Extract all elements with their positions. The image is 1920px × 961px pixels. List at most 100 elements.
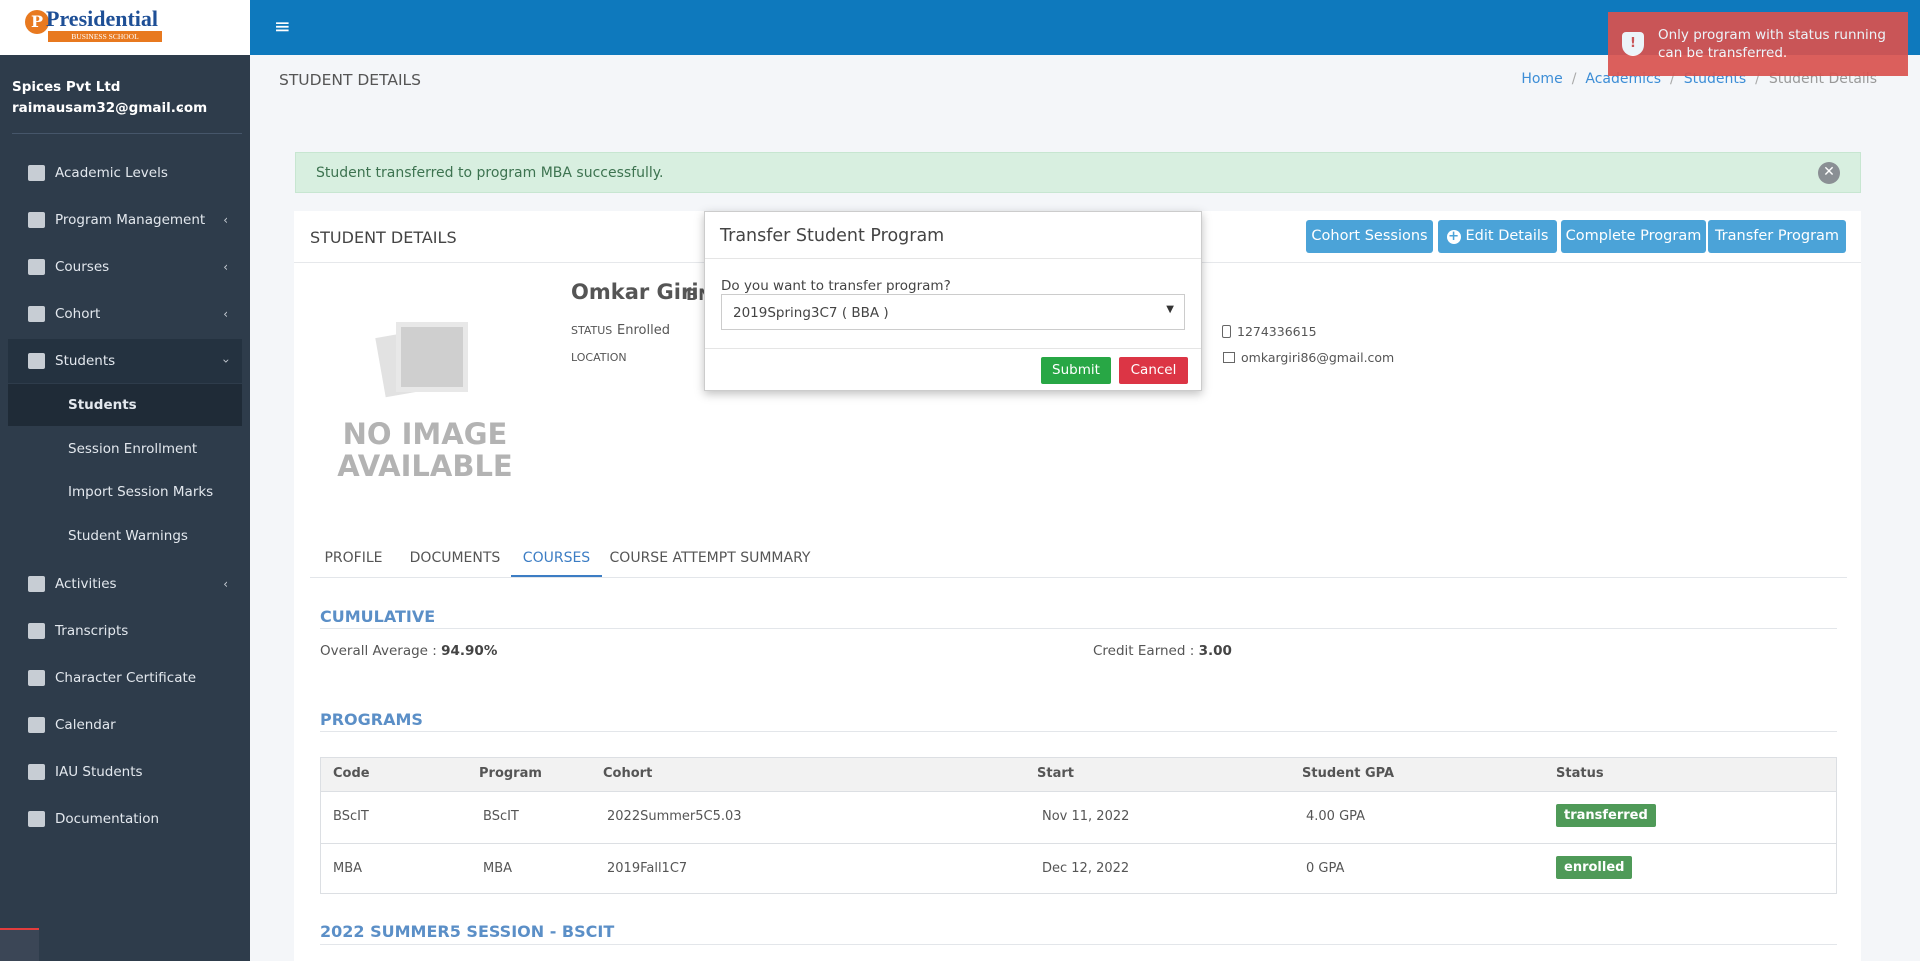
location-label: LOCATION [571,351,627,364]
menu-icon [28,670,45,686]
submenu-item[interactable]: Import Session Marks [8,471,242,513]
phone: 1274336615 [1237,324,1317,339]
success-alert: Student transferred to program MBA succe… [295,152,1861,193]
alert-close[interactable]: ✕ [1818,162,1840,184]
toast[interactable]: ! Only program with status running can b… [1608,12,1908,76]
section-title: PROGRAMS [320,710,423,729]
logo[interactable]: P Presidential BUSINESS SCHOOL [0,0,250,55]
org-name: Spices Pvt Ltd [12,79,121,95]
modal-title: Transfer Student Program [720,226,945,246]
user-dropdown-caret[interactable]: ⌄ [174,99,186,115]
section-line [320,944,1837,945]
submenu-label: Student Warnings [68,527,188,544]
alert-message: Student transferred to program MBA succe… [316,165,664,181]
value: 94.90% [441,643,498,659]
menu-arrow: ‹ [223,213,228,227]
table-cell: MBA [333,861,363,876]
tab[interactable]: PROFILE [324,550,383,566]
table-header [321,758,1836,792]
tab[interactable]: DOCUMENTS [409,550,501,566]
submenu-label: Session Enrollment [68,440,198,457]
submenu-item[interactable]: Session Enrollment [8,428,242,470]
cancel-button[interactable]: Cancel [1119,357,1188,384]
page-title: STUDENT DETAILS [279,71,422,89]
submenu-item[interactable]: Student Warnings [8,515,242,557]
action-button[interactable]: + Edit Details [1438,220,1557,253]
program-select[interactable]: 2019Spring3C7 ( BBA ) ▼ [721,294,1185,330]
menu-item[interactable]: Calendar [8,703,242,747]
button-label: Complete Program [1565,228,1702,244]
divider [12,133,242,134]
phone-icon [1222,325,1231,338]
toast-message: Only program with status running can be … [1658,27,1886,61]
column-header: Student GPA [1302,766,1395,781]
programs-table: Code Program Cohort Start Student GPA Status B… [320,757,1837,894]
menu-label: Courses [55,259,110,275]
column-header: Cohort [603,766,653,781]
menu-icon [28,717,45,733]
image-front [396,322,468,392]
menu-icon [28,576,45,592]
section-title: CUMULATIVE [320,607,436,626]
user-email[interactable]: raimausam32@gmail.com [12,100,208,116]
menu-label: Students [55,353,116,369]
no-image-text: NO IMAGE AVAILABLE [337,417,513,483]
tab[interactable]: COURSE ATTEMPT SUMMARY [609,550,811,566]
menu-arrow: ‹ [223,260,228,274]
submit-button[interactable]: Submit [1041,357,1111,384]
menu-icon [28,212,45,228]
menu-arrow: ‹ [218,358,233,364]
select-caret: ▼ [1166,304,1174,315]
menu-icon [28,623,45,639]
breadcrumb-separator: / [1755,71,1760,87]
table-cell: 2019Fall1C7 [607,861,688,876]
label: Credit Earned : [1093,643,1195,659]
card-title: STUDENT DETAILS [310,228,457,247]
status-badge: enrolled [1556,856,1633,879]
menu-label: Activities [55,576,117,592]
menu-toggle[interactable]: ≡ [274,14,291,38]
submenu-item[interactable]: Students [8,384,242,426]
action-button[interactable]: Cohort Sessions [1306,220,1433,253]
table-cell: MBA [483,861,513,876]
modal-question: Do you want to transfer program? [721,278,951,294]
menu-item[interactable]: Documentation [8,797,242,841]
table-cell: BScIT [333,809,369,824]
tabs-line [310,577,1847,578]
table-cell: 0 GPA [1306,861,1345,876]
no-image-icon [375,318,468,400]
tab[interactable]: COURSES [511,545,602,577]
breadcrumb-separator: / [1571,71,1577,87]
menu-item[interactable]: Program Management ‹ [8,198,242,242]
table-cell: Dec 12, 2022 [1042,861,1130,876]
menu-item[interactable]: IAU Students [8,750,242,794]
action-button[interactable]: Transfer Program [1708,220,1846,253]
menu-label: Calendar [55,717,116,733]
submenu-label: Students [68,397,137,413]
menu-label: IAU Students [55,764,143,780]
menu-item[interactable]: Activities ‹ [8,562,242,606]
action-button[interactable]: Complete Program [1561,220,1706,253]
credit-earned: Credit Earned : 3.00 [1093,643,1232,659]
menu-icon [28,259,45,275]
menu-item[interactable]: Academic Levels [8,151,242,195]
menu-item[interactable]: Character Certificate [8,656,242,700]
debug-icon[interactable] [0,928,39,961]
value: 3.00 [1198,643,1232,659]
menu-item[interactable]: Cohort ‹ [8,292,242,336]
menu-item[interactable]: Courses ‹ [8,245,242,289]
menu-item[interactable]: Transcripts [8,609,242,653]
menu-icon [28,165,45,181]
column-header: Program [479,766,542,781]
row-line [321,843,1836,844]
breadcrumb-separator: / [1670,71,1675,87]
breadcrumb-item[interactable]: Home [1521,71,1563,87]
section-line [320,628,1837,629]
overall-average: Overall Average : 94.90% [320,643,497,659]
menu-icon [28,306,45,322]
menu-item[interactable]: Students ‹ [8,339,242,383]
section-line [320,731,1837,732]
column-header: Start [1037,766,1074,781]
